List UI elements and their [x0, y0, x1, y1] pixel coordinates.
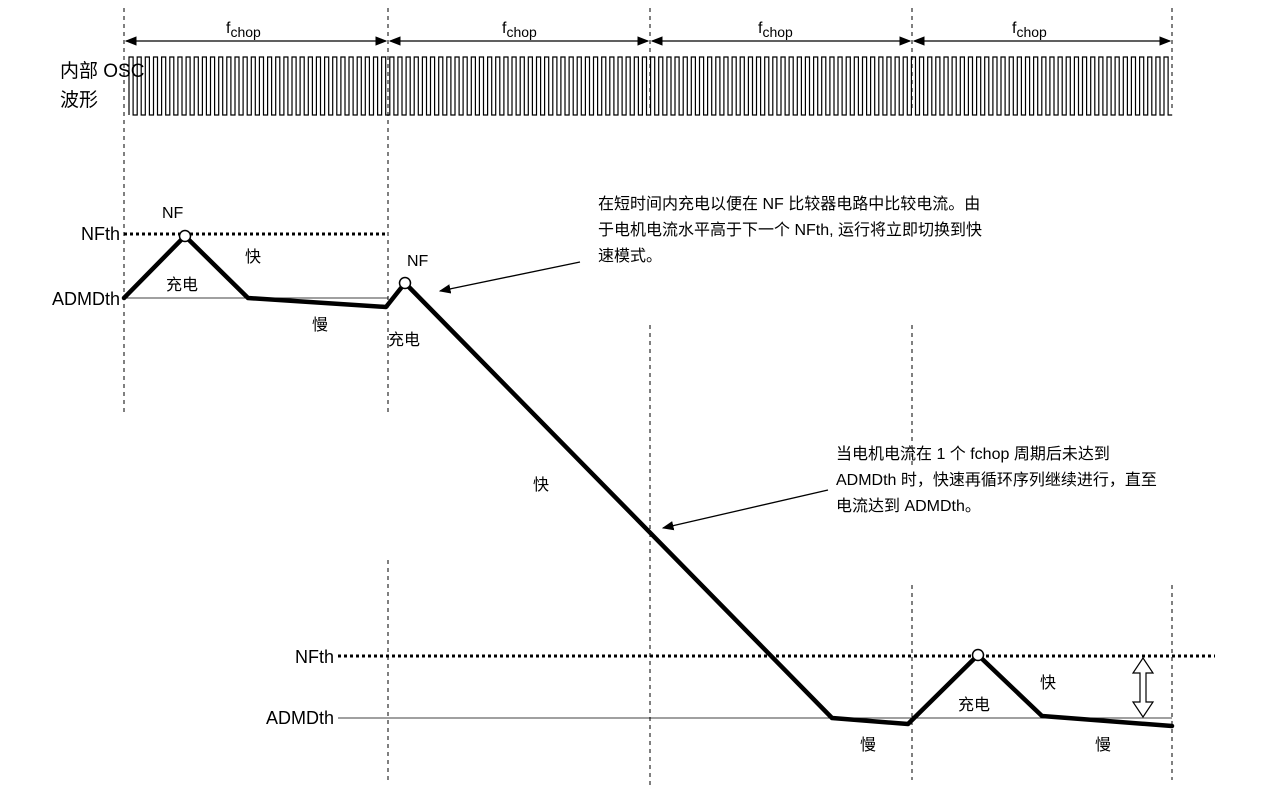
callout-note-charge: 在短时间内充电以便在 NF 比较器电路中比较电流。由 于电机电流水平高于下一个 … — [598, 192, 982, 270]
callout-arrow — [438, 261, 581, 294]
hysteresis-arrow — [1131, 656, 1155, 719]
nfth-label-bottom: NFth — [295, 647, 334, 667]
charge-label: 充电 — [388, 331, 420, 349]
fchop-label: fchop — [1012, 20, 1047, 40]
slow-label: 慢 — [1095, 736, 1111, 754]
note-line: 速模式。 — [598, 248, 663, 265]
nf-marker — [398, 276, 412, 290]
period-dividers — [123, 8, 1173, 785]
admdth-label-top: ADMDth — [52, 289, 120, 309]
fchop-labels: fchop fchop fchop fchop — [226, 20, 1047, 40]
charge-label: 充电 — [958, 696, 990, 714]
charge-label: 充电 — [166, 276, 198, 294]
admdth-label-bottom: ADMDth — [266, 708, 334, 728]
osc-label-line1: 内部 OSC — [60, 60, 144, 82]
osc-label-line2: 波形 — [60, 89, 98, 111]
note-line: ADMDth 时，快速再循环序列继续进行，直至 — [836, 472, 1157, 489]
nf-label: NF — [162, 205, 184, 222]
fchop-label: fchop — [226, 20, 261, 40]
fast-label: 快 — [245, 248, 261, 266]
fchop-label: fchop — [502, 20, 537, 40]
note-line: 于电机电流水平高于下一个 NFth, 运行将立即切换到快 — [598, 222, 983, 239]
note-line: 电流达到 ADMDth。 — [836, 498, 981, 515]
nf-marker — [178, 229, 192, 243]
fchop-label: fchop — [758, 20, 793, 40]
nfth-label-top: NFth — [81, 224, 120, 244]
nf-label: NF — [407, 253, 429, 270]
note-line: 在短时间内充电以便在 NF 比较器电路中比较电流。由 — [598, 196, 981, 213]
slow-label: 慢 — [312, 316, 328, 334]
slow-label: 慢 — [860, 736, 876, 754]
callout-note-fast-decay: 当电机电流在 1 个 fchop 周期后未达到 ADMDth 时，快速再循环序列… — [836, 442, 1157, 520]
callout-arrow — [661, 489, 829, 531]
note-line: 当电机电流在 1 个 fchop 周期后未达到 — [836, 446, 1110, 463]
fast-label: 快 — [533, 476, 549, 494]
nf-marker — [971, 648, 985, 662]
osc-waveform — [128, 56, 1173, 116]
motor-current-waveform — [121, 233, 1175, 729]
fast-label: 快 — [1040, 674, 1056, 692]
